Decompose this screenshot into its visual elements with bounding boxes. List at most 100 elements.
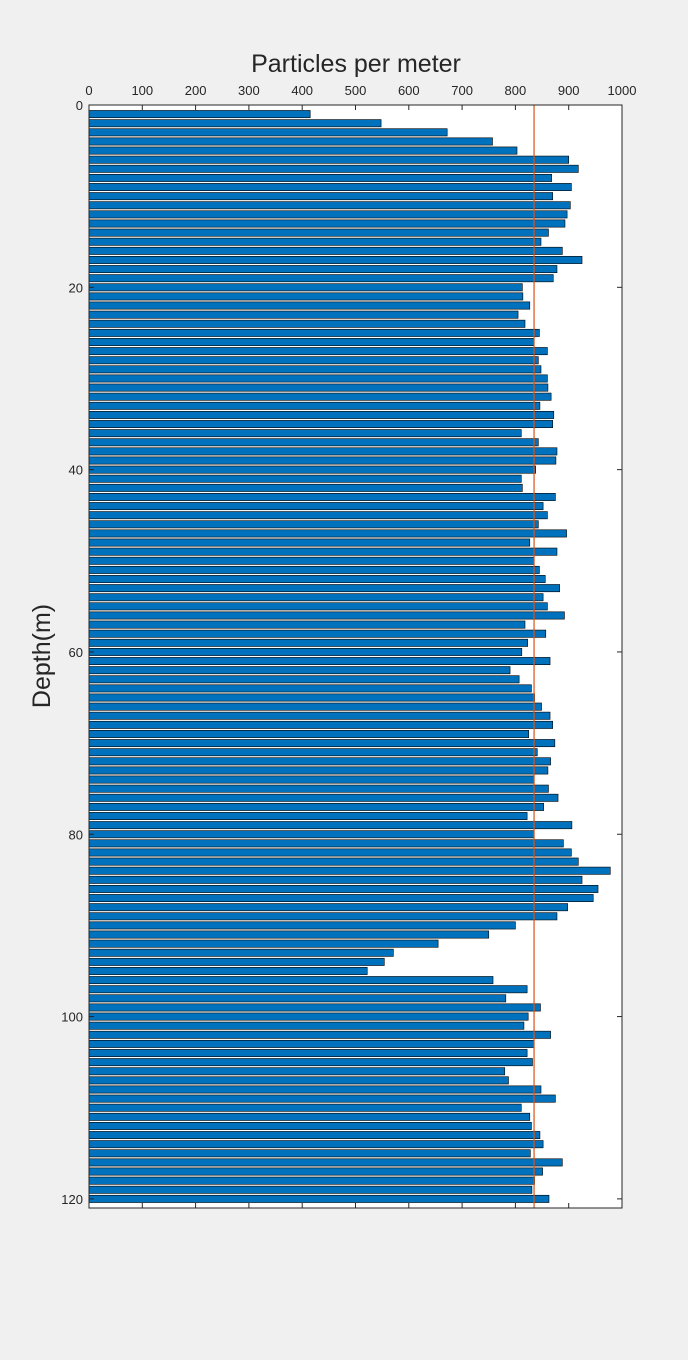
bar-depth-62 — [88, 666, 511, 675]
bar-depth-87 — [88, 894, 594, 903]
bar-depth-54 — [88, 593, 544, 602]
bar-depth-66 — [88, 702, 542, 711]
bar-depth-107 — [88, 1076, 509, 1085]
bar-depth-72 — [88, 757, 551, 766]
bar-depth-25 — [88, 328, 540, 337]
bar-depth-27 — [88, 347, 548, 356]
bar-depth-11 — [88, 201, 571, 210]
bar-depth-49 — [88, 547, 558, 556]
bar-depth-89 — [88, 912, 558, 921]
bar-depth-86 — [88, 885, 599, 893]
x-axis-ticks: 0 100 200 300 400 500 600 700 800 900 1000 — [85, 83, 636, 1208]
bar-depth-94 — [88, 957, 385, 966]
bar-depth-109 — [88, 1094, 556, 1103]
bar-depth-37 — [88, 438, 539, 447]
y-tick-label: 120 — [61, 1192, 83, 1207]
bar-depth-112 — [88, 1122, 532, 1130]
bar-depth-110 — [88, 1103, 522, 1112]
bar-depth-57 — [88, 620, 526, 629]
y-tick-label: 60 — [69, 645, 83, 660]
bar-depth-40 — [88, 465, 536, 474]
bar-depth-77 — [88, 802, 544, 811]
x-tick-label: 100 — [131, 83, 153, 98]
bar-depth-114 — [88, 1140, 544, 1149]
bar-depth-5 — [88, 146, 518, 155]
bar-depth-61 — [88, 657, 551, 666]
bar-depth-79 — [88, 821, 573, 830]
bar-depth-1 — [88, 110, 311, 119]
bar-depth-71 — [88, 748, 538, 757]
x-tick-label: 400 — [291, 83, 313, 98]
x-tick-label: 600 — [398, 83, 420, 98]
bar-depth-39 — [88, 456, 557, 465]
y-tick-label: 100 — [61, 1010, 83, 1025]
bar-depth-99 — [88, 1003, 541, 1012]
bar-depth-82 — [88, 848, 572, 857]
bar-depth-44 — [88, 502, 544, 511]
bar-depth-26 — [88, 338, 535, 346]
y-tick-label: 40 — [69, 463, 83, 478]
x-tick-label: 500 — [345, 83, 367, 98]
bar-depth-64 — [88, 684, 532, 693]
bar-depth-30 — [88, 374, 548, 383]
bar-depth-50 — [88, 556, 535, 565]
y-axis-ticks: 0 20 40 60 80 100 120 — [61, 98, 622, 1207]
bar-depth-2 — [88, 119, 382, 128]
bar-depth-67 — [88, 711, 551, 720]
bar-depth-52 — [88, 575, 546, 583]
bar-depth-100 — [88, 1012, 529, 1021]
bar-depth-101 — [88, 1021, 525, 1030]
bar-depth-106 — [88, 1067, 506, 1076]
bar-depth-55 — [88, 602, 548, 611]
bar-depth-73 — [88, 766, 549, 775]
bar-depth-105 — [88, 1058, 533, 1067]
bar-depth-22 — [88, 301, 531, 310]
bar-depth-96 — [88, 976, 494, 985]
bar-depth-10 — [88, 192, 554, 201]
bar-depth-98 — [88, 994, 507, 1003]
y-tick-label: 20 — [69, 280, 83, 295]
bar-depth-19 — [88, 274, 554, 283]
bar-depth-80 — [88, 830, 535, 839]
x-axis-label: Particles per meter — [251, 50, 461, 78]
bar-depth-7 — [88, 164, 579, 173]
x-tick-label: 900 — [558, 83, 580, 98]
bar-depth-33 — [88, 401, 541, 410]
y-tick-label: 0 — [76, 98, 83, 113]
bar-depth-38 — [88, 447, 558, 456]
bar-depth-56 — [88, 611, 565, 620]
bar-depth-8 — [88, 173, 552, 182]
x-tick-label: 0 — [85, 83, 92, 98]
bar-depth-108 — [88, 1085, 542, 1094]
bar-depth-14 — [88, 228, 549, 237]
bar-depth-42 — [88, 483, 523, 492]
bars-group — [88, 110, 611, 1203]
bar-depth-47 — [88, 529, 567, 538]
bar-depth-18 — [88, 265, 558, 274]
bar-depth-16 — [88, 246, 563, 255]
bar-depth-58 — [88, 629, 547, 638]
x-tick-label: 800 — [505, 83, 527, 98]
bar-depth-63 — [88, 675, 520, 684]
bar-depth-45 — [88, 511, 548, 520]
bar-depth-92 — [88, 939, 439, 948]
bar-depth-48 — [88, 538, 531, 547]
bar-depth-88 — [88, 903, 568, 912]
bar-depth-31 — [88, 383, 549, 392]
bar-depth-24 — [88, 319, 526, 328]
bar-depth-85 — [88, 875, 583, 884]
bar-depth-21 — [88, 292, 524, 301]
bar-depth-93 — [88, 948, 394, 957]
bar-depth-4 — [88, 137, 493, 146]
bar-depth-41 — [88, 474, 522, 483]
bar-depth-81 — [88, 839, 564, 848]
y-axis-label: Depth(m) — [28, 604, 56, 708]
bar-depth-35 — [88, 420, 554, 428]
bar-depth-104 — [88, 1049, 528, 1057]
bar-depth-3 — [88, 128, 448, 137]
bar-depth-65 — [88, 693, 535, 702]
bar-depth-102 — [88, 1030, 551, 1039]
bar-depth-74 — [88, 775, 535, 784]
bar-depth-84 — [88, 866, 611, 875]
bar-depth-29 — [88, 365, 542, 374]
